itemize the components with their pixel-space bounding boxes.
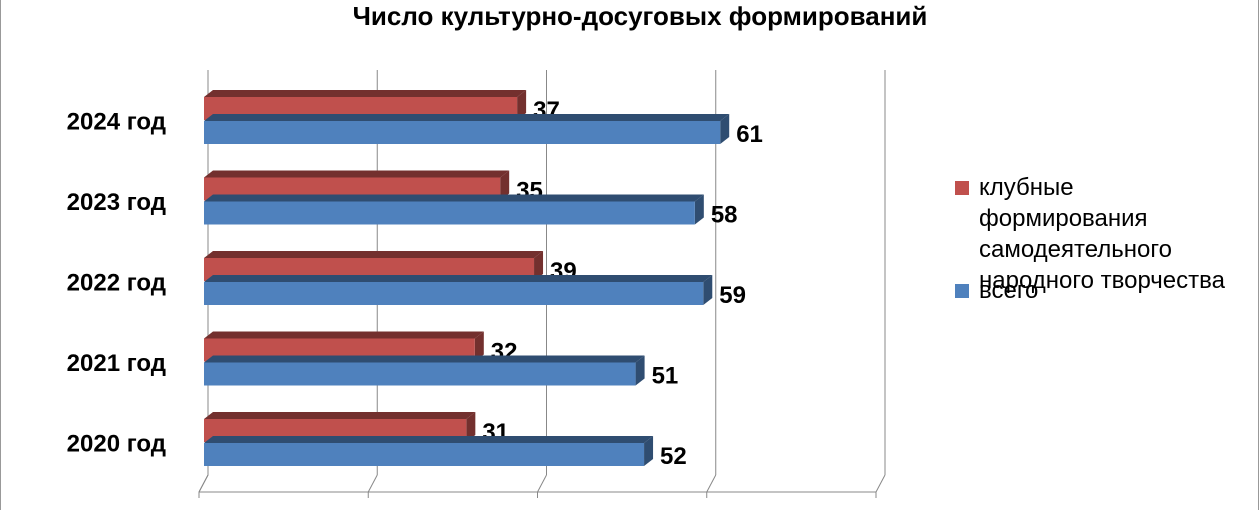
- legend-swatch: [955, 284, 969, 298]
- bar-top: [204, 275, 713, 282]
- bar-side: [720, 114, 730, 144]
- legend-swatch: [955, 181, 969, 195]
- y-tick-label: 2021 год: [67, 350, 166, 377]
- bar-side: [466, 412, 476, 442]
- value-label: 61: [736, 121, 763, 148]
- value-label: 59: [719, 282, 746, 309]
- bar-top: [204, 170, 510, 178]
- floor-line: [367, 474, 378, 493]
- value-label: 58: [711, 201, 738, 228]
- bar: [204, 443, 645, 466]
- legend-item: клубные формирования самодеятельного нар…: [955, 172, 1225, 296]
- legend-label: всего: [979, 277, 1039, 304]
- legend-item: всего: [955, 275, 1225, 306]
- bar-side: [644, 436, 654, 466]
- bar-side: [703, 275, 713, 305]
- y-tick-label: 2020 год: [67, 430, 166, 457]
- bar-side: [694, 194, 704, 225]
- legend: клубные формирования самодеятельного нар…: [955, 172, 1225, 306]
- bar-top: [204, 90, 527, 97]
- bar-top: [204, 436, 654, 443]
- y-tick-label: 2024 год: [67, 108, 166, 135]
- floor-line: [875, 474, 886, 493]
- bar-top: [204, 355, 645, 363]
- y-tick-label: 2022 год: [67, 269, 166, 296]
- bar-side: [474, 331, 484, 362]
- floor-line: [706, 474, 717, 493]
- bar-side: [635, 355, 645, 386]
- bar: [204, 362, 636, 386]
- bar-top: [204, 251, 544, 258]
- bar-top: [204, 331, 484, 339]
- bar: [204, 282, 704, 305]
- bar-top: [204, 194, 704, 202]
- bar-side: [500, 170, 510, 201]
- bar: [204, 121, 721, 144]
- y-tick-label: 2023 год: [67, 189, 166, 216]
- chart-title: Число культурно-досуговых формирований: [353, 1, 928, 31]
- bar-top: [204, 114, 730, 121]
- legend-label: клубные формирования самодеятельного нар…: [979, 174, 1225, 294]
- value-label: 52: [660, 443, 687, 470]
- value-label: 51: [652, 362, 679, 389]
- floor-line: [198, 474, 209, 493]
- bar-side: [534, 251, 544, 281]
- bar-top: [204, 412, 476, 419]
- floor-line: [537, 474, 547, 493]
- bar-side: [517, 90, 527, 120]
- bar: [204, 201, 695, 225]
